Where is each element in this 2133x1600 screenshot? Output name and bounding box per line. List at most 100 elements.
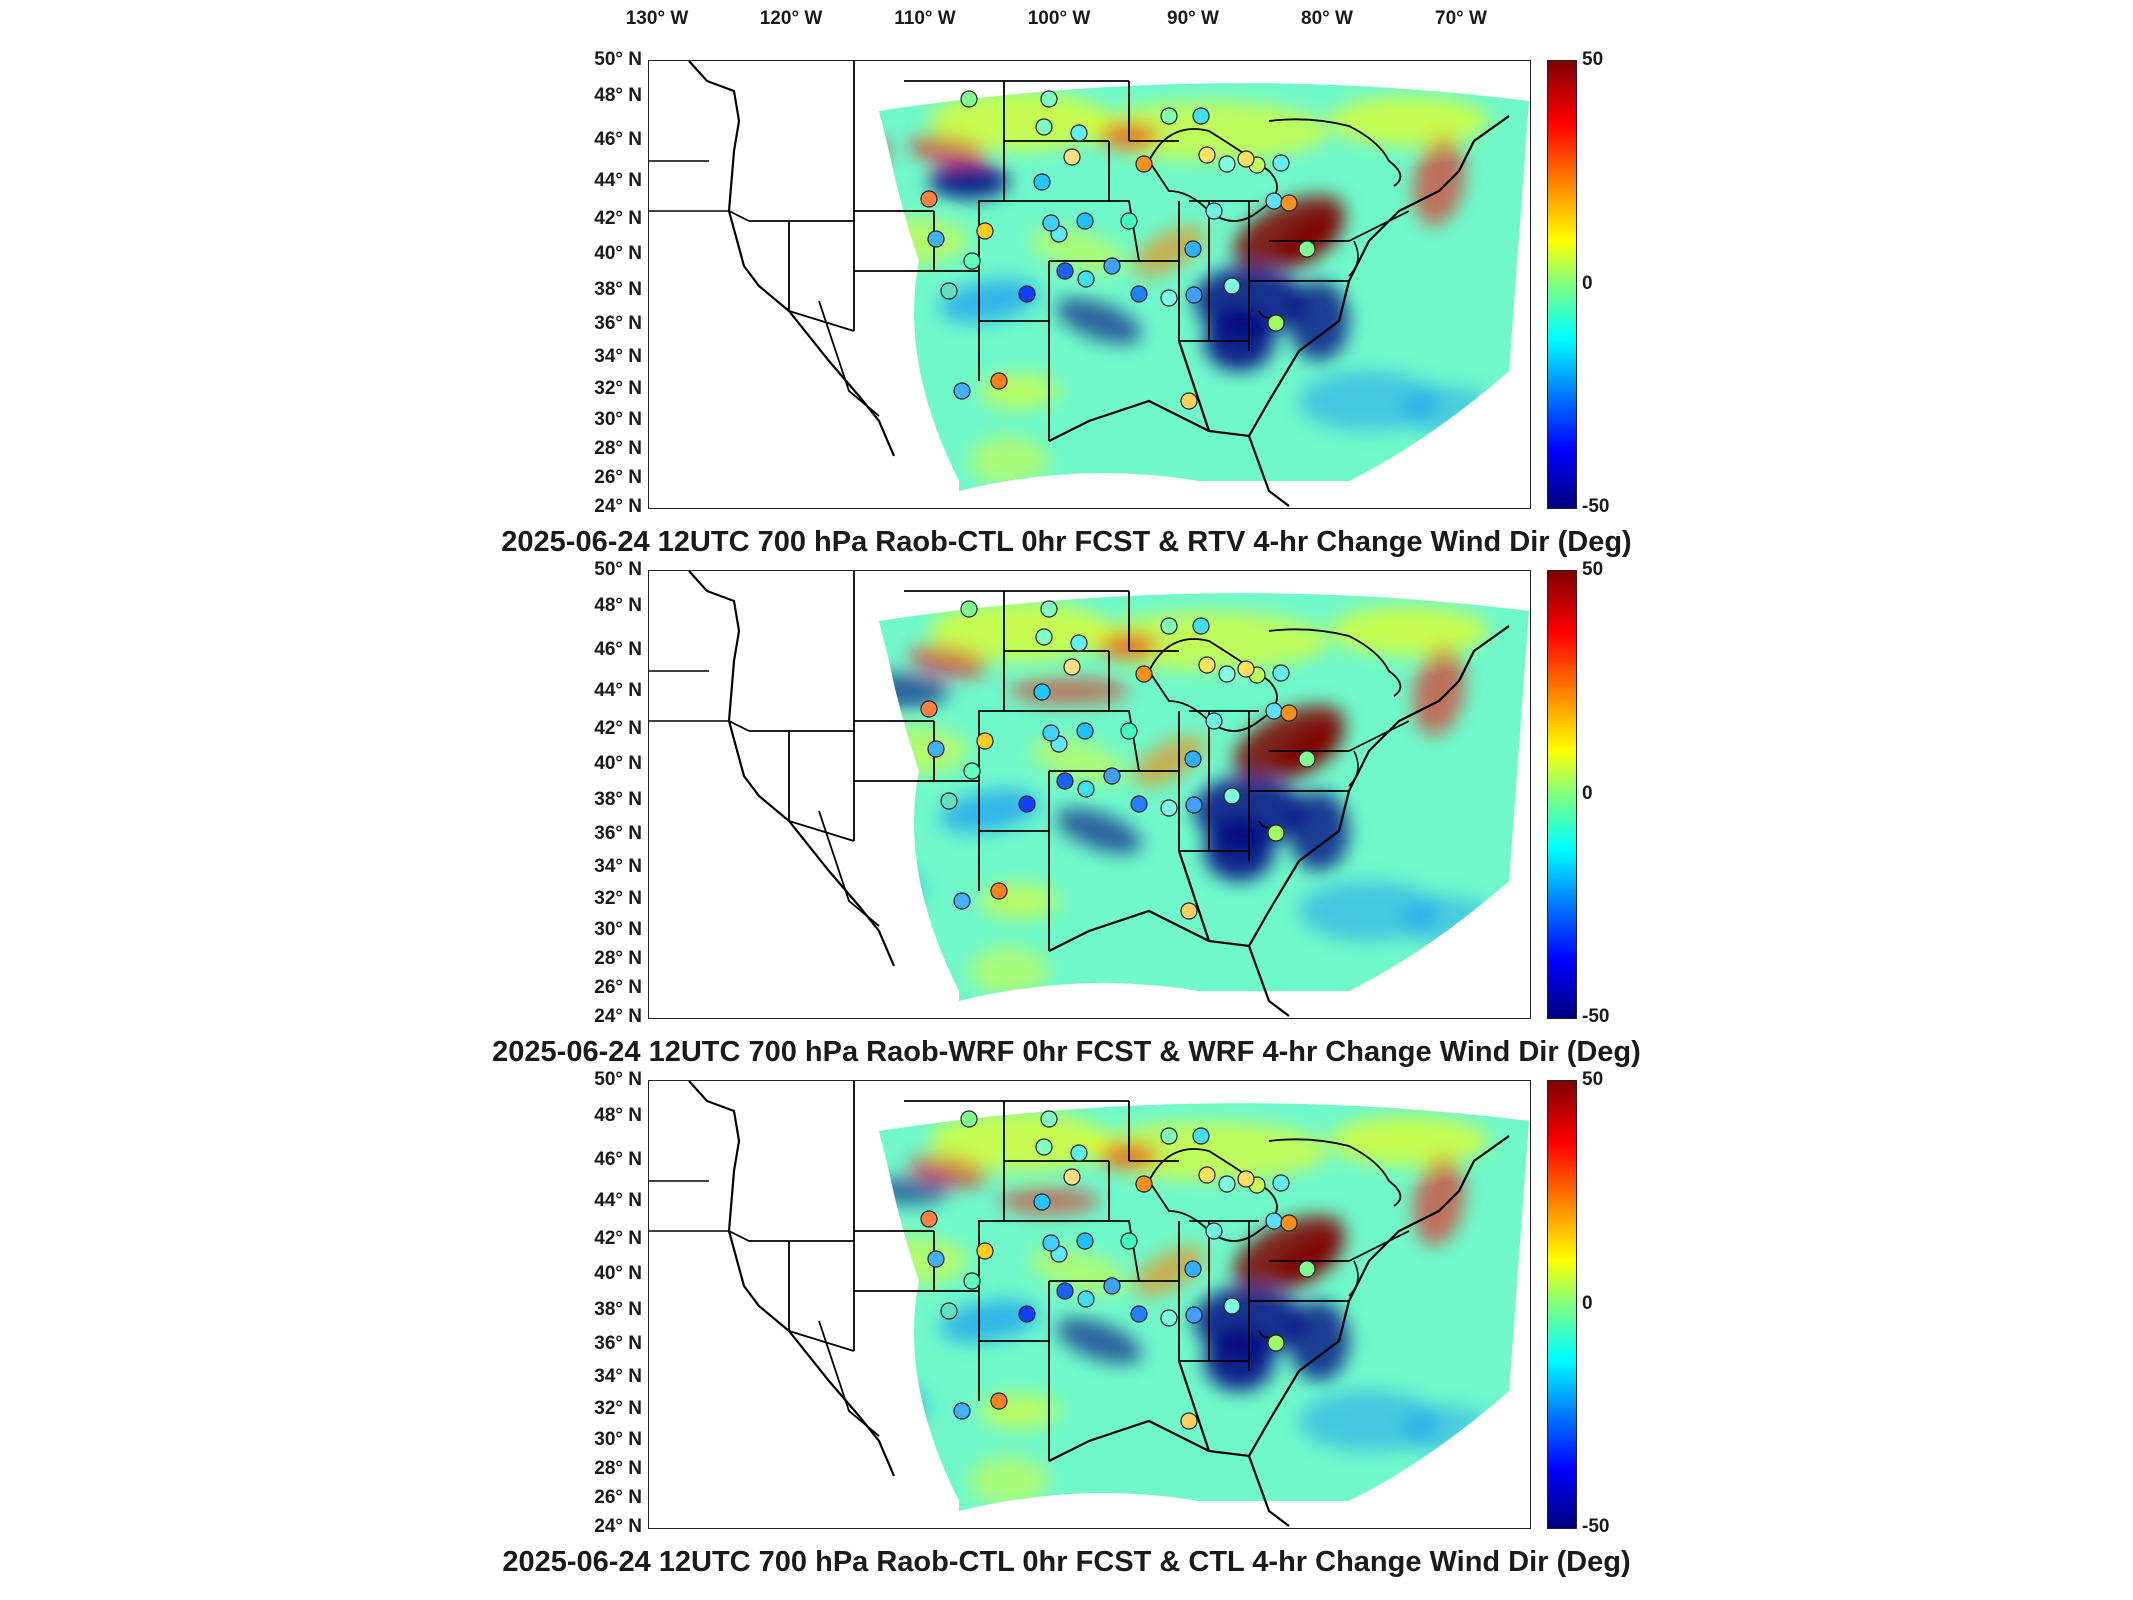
raob-station-marker	[1192, 107, 1210, 125]
raob-station-marker	[927, 230, 945, 248]
colorbar-tick: -50	[1582, 1516, 1610, 1537]
raob-station-marker	[960, 1110, 978, 1128]
lat-label: 26° N	[594, 976, 642, 998]
lat-label: 30° N	[594, 918, 642, 940]
map-plot-area	[648, 1080, 1531, 1529]
raob-station-marker	[1298, 750, 1316, 768]
raob-station-marker	[1056, 772, 1074, 790]
raob-station-marker	[1103, 767, 1121, 785]
lat-label: 44° N	[594, 169, 642, 191]
raob-station-marker	[1237, 660, 1255, 678]
raob-station-marker	[1135, 665, 1153, 683]
lat-label: 42° N	[594, 1227, 642, 1249]
raob-station-marker	[1272, 1174, 1290, 1192]
raob-station-marker	[927, 1250, 945, 1268]
raob-station-marker	[1267, 824, 1285, 842]
lat-label: 46° N	[594, 639, 642, 661]
wind-direction-map	[649, 1081, 1529, 1527]
lat-label: 36° N	[594, 312, 642, 334]
raob-station-marker	[1103, 1277, 1121, 1295]
colorbar	[1547, 570, 1577, 1019]
raob-station-marker	[953, 382, 971, 400]
raob-station-marker	[1120, 722, 1138, 740]
raob-station-marker	[1042, 214, 1060, 232]
panel-title: 2025-06-24 12UTC 700 hPa Raob-CTL 0hr FC…	[501, 526, 1632, 558]
lat-label: 28° N	[594, 947, 642, 969]
lat-label: 40° N	[594, 1263, 642, 1285]
lat-label: 38° N	[594, 1299, 642, 1321]
raob-station-marker	[1218, 155, 1236, 173]
raob-station-marker	[1184, 750, 1202, 768]
raob-station-marker	[940, 282, 958, 300]
lat-label: 46° N	[594, 1149, 642, 1171]
map-plot-area	[648, 570, 1531, 1019]
colorbar	[1547, 60, 1577, 509]
raob-station-marker	[1076, 212, 1094, 230]
raob-station-marker	[1135, 155, 1153, 173]
lon-label: 90° W	[1167, 8, 1219, 29]
colorbar-tick: -50	[1582, 1006, 1610, 1027]
lat-label: 24° N	[594, 496, 642, 517]
raob-station-marker	[1180, 902, 1198, 920]
raob-station-marker	[1280, 704, 1298, 722]
map-plot-area	[648, 60, 1531, 509]
raob-station-marker	[940, 1302, 958, 1320]
lat-label: 26° N	[594, 466, 642, 488]
lat-label: 40° N	[594, 243, 642, 265]
raob-station-marker	[1033, 173, 1051, 191]
raob-station-marker	[1185, 286, 1203, 304]
raob-station-marker	[953, 892, 971, 910]
raob-station-marker	[990, 372, 1008, 390]
raob-station-marker	[1018, 795, 1036, 813]
raob-station-marker	[1056, 262, 1074, 280]
lat-label: 50° N	[594, 1069, 642, 1090]
raob-station-marker	[1042, 1234, 1060, 1252]
raob-station-marker	[1205, 712, 1223, 730]
lat-label: 40° N	[594, 753, 642, 775]
lon-label: 80° W	[1301, 8, 1353, 29]
raob-station-marker	[1223, 277, 1241, 295]
raob-station-marker	[1272, 664, 1290, 682]
colorbar-tick: 50	[1582, 1069, 1604, 1090]
longitude-axis: 130° W 120° W 110° W 100° W 90° W 80° W …	[0, 0, 2133, 40]
raob-station-marker	[920, 190, 938, 208]
lat-label: 48° N	[594, 1104, 642, 1126]
raob-station-marker	[1040, 90, 1058, 108]
lat-label: 50° N	[594, 559, 642, 580]
colorbar-tick: 0	[1582, 272, 1593, 294]
lat-label: 32° N	[594, 887, 642, 909]
state-borders	[649, 61, 1510, 507]
lon-label: 120° W	[759, 8, 823, 29]
lat-label: 36° N	[594, 822, 642, 844]
raob-station-marker	[1198, 656, 1216, 674]
raob-station-marker	[990, 882, 1008, 900]
panel-title: 2025-06-24 12UTC 700 hPa Raob-WRF 0hr FC…	[492, 1036, 1641, 1068]
raob-station-marker	[1160, 1309, 1178, 1327]
colorbar-tick: -50	[1582, 496, 1610, 517]
raob-station-marker	[1135, 1175, 1153, 1193]
lat-label: 34° N	[594, 856, 642, 878]
raob-station-marker	[920, 700, 938, 718]
lat-label: 44° N	[594, 1189, 642, 1211]
raob-station-marker	[1063, 148, 1081, 166]
lat-label: 30° N	[594, 408, 642, 430]
state-borders	[649, 571, 1510, 1017]
raob-station-marker	[976, 1242, 994, 1260]
raob-station-marker	[940, 792, 958, 810]
lat-label: 32° N	[594, 1397, 642, 1419]
raob-station-marker	[1130, 1305, 1148, 1323]
raob-station-marker	[1237, 150, 1255, 168]
raob-station-marker	[1160, 799, 1178, 817]
lat-label: 50° N	[594, 49, 642, 70]
raob-station-marker	[1205, 1222, 1223, 1240]
lat-label: 26° N	[594, 1486, 642, 1508]
raob-stations	[920, 600, 1316, 920]
colorbar	[1547, 1080, 1577, 1529]
raob-station-marker	[960, 600, 978, 618]
raob-station-marker	[1063, 658, 1081, 676]
raob-station-marker	[1077, 780, 1095, 798]
raob-station-marker	[1265, 1212, 1283, 1230]
raob-station-marker	[1185, 796, 1203, 814]
raob-station-marker	[976, 732, 994, 750]
raob-station-marker	[953, 1402, 971, 1420]
